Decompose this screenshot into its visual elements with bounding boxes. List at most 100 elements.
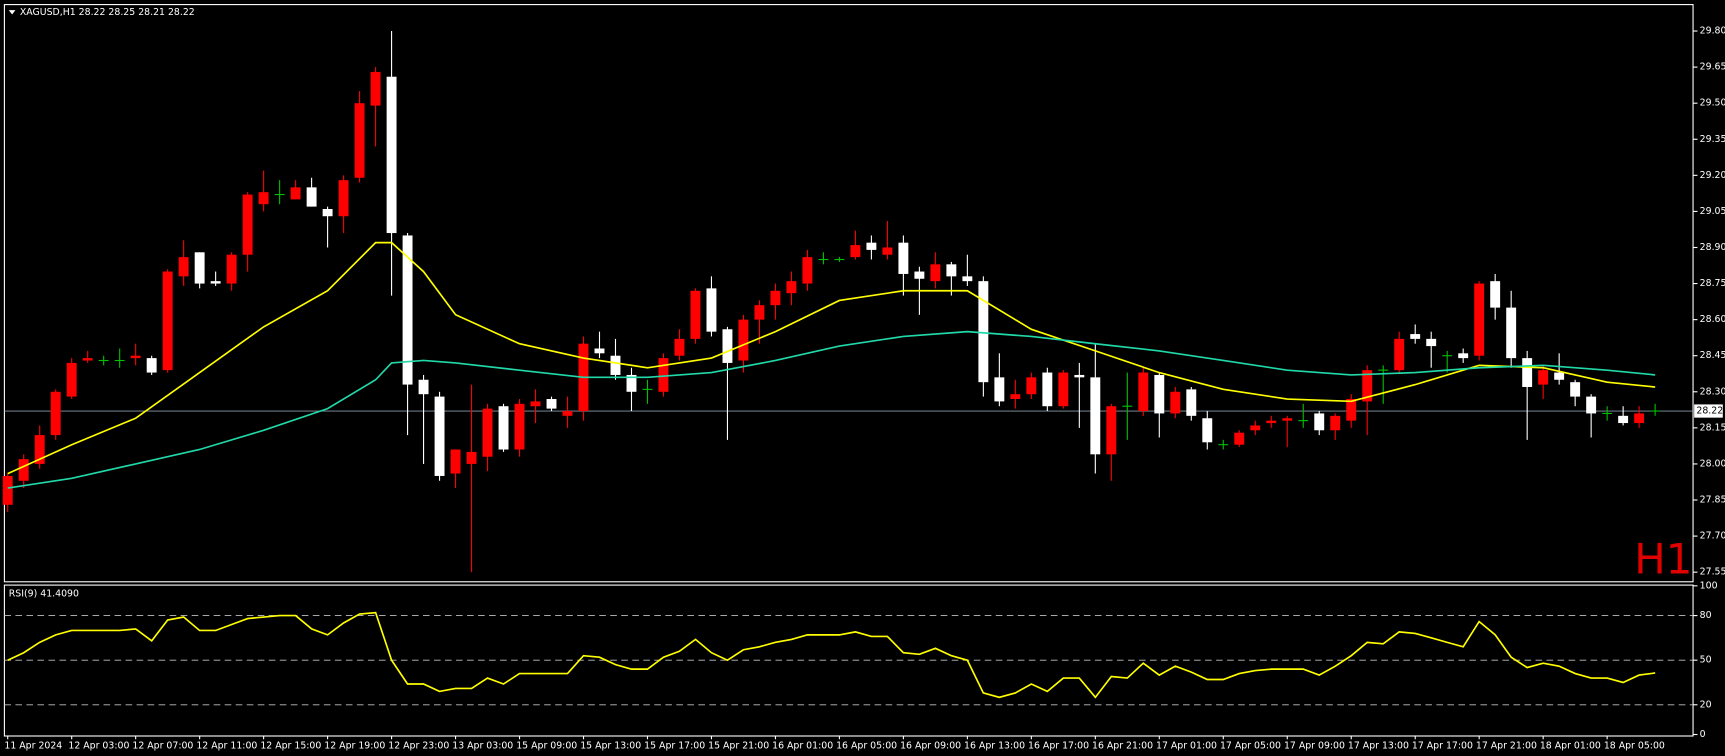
candle-body bbox=[818, 258, 829, 261]
y-tick-label: 0 bbox=[1700, 729, 1706, 740]
x-tick-label: 11 Apr 2024 bbox=[4, 740, 62, 751]
candle-body bbox=[322, 209, 333, 217]
candle-body bbox=[930, 264, 941, 282]
candle-body bbox=[1346, 399, 1357, 421]
y-tick-label: 28.30 bbox=[1700, 386, 1725, 397]
rsi-line bbox=[7, 611, 1656, 699]
x-tick-label: 13 Apr 03:00 bbox=[452, 740, 513, 751]
candle-body bbox=[1090, 377, 1101, 455]
candle-body bbox=[1234, 432, 1245, 445]
candle-body bbox=[418, 379, 429, 395]
candle-body bbox=[338, 180, 349, 217]
candle-body bbox=[258, 192, 269, 205]
candle-body bbox=[1602, 412, 1613, 414]
candle-body bbox=[642, 388, 653, 390]
x-tick-label: 16 Apr 01:00 bbox=[772, 740, 833, 751]
candle-body bbox=[1650, 410, 1661, 412]
candle-body bbox=[706, 288, 717, 332]
candle-body bbox=[178, 257, 189, 277]
candle-body bbox=[850, 245, 861, 258]
candle-body bbox=[50, 391, 61, 436]
candle-body bbox=[610, 355, 621, 375]
x-tick-label: 12 Apr 11:00 bbox=[196, 740, 257, 751]
price-tag-label: 28.22 bbox=[1696, 406, 1723, 417]
candle-body bbox=[546, 399, 557, 409]
candle-body bbox=[34, 435, 45, 464]
x-tick-label: 16 Apr 13:00 bbox=[964, 740, 1025, 751]
menu-arrow[interactable] bbox=[8, 10, 16, 15]
candle-body bbox=[1026, 377, 1037, 395]
candle-body bbox=[194, 252, 205, 284]
candle-body bbox=[978, 281, 989, 383]
candle-body bbox=[354, 103, 365, 178]
candle-body bbox=[114, 359, 125, 362]
x-tick-label: 17 Apr 01:00 bbox=[1156, 740, 1217, 751]
candle-body bbox=[530, 401, 541, 407]
y-tick-label: 28.45 bbox=[1700, 350, 1725, 361]
candle-body bbox=[1458, 353, 1469, 359]
candle-body bbox=[1362, 370, 1373, 402]
candle-body bbox=[866, 242, 877, 250]
x-tick-label: 15 Apr 09:00 bbox=[516, 740, 577, 751]
y-tick-label: 29.50 bbox=[1700, 98, 1725, 109]
y-tick-label: 29.80 bbox=[1700, 26, 1725, 37]
candle-body bbox=[370, 71, 381, 106]
candle-body bbox=[834, 258, 845, 261]
candle-body bbox=[498, 406, 509, 450]
y-tick-label: 28.90 bbox=[1700, 242, 1725, 253]
candle-body bbox=[1506, 307, 1517, 359]
x-tick-label: 12 Apr 07:00 bbox=[132, 740, 193, 751]
candle-body bbox=[66, 362, 77, 397]
candle-body bbox=[562, 411, 573, 416]
y-tick-label: 29.20 bbox=[1700, 170, 1725, 181]
candle-body bbox=[1314, 413, 1325, 431]
candle-body bbox=[146, 358, 157, 373]
rsi-title: RSI(9) 41.4090 bbox=[9, 588, 79, 599]
x-tick-label: 12 Apr 15:00 bbox=[260, 740, 321, 751]
candle-body bbox=[674, 338, 685, 356]
x-tick-label: 18 Apr 01:00 bbox=[1540, 740, 1601, 751]
y-tick-label: 29.35 bbox=[1700, 134, 1725, 145]
candle-body bbox=[130, 355, 141, 359]
x-tick-label: 16 Apr 17:00 bbox=[1028, 740, 1089, 751]
candle-body bbox=[594, 348, 605, 354]
candle-body bbox=[658, 358, 669, 392]
x-tick-label: 18 Apr 05:00 bbox=[1604, 740, 1665, 751]
candle-body bbox=[82, 358, 93, 361]
candle-body bbox=[1154, 374, 1165, 414]
candle-body bbox=[290, 187, 301, 200]
main-panel bbox=[3, 4, 1694, 583]
y-tick-label: 50 bbox=[1700, 655, 1712, 666]
candle-body bbox=[1426, 338, 1437, 347]
y-tick-label: 100 bbox=[1700, 580, 1718, 591]
x-tick-label: 16 Apr 21:00 bbox=[1092, 740, 1153, 751]
candle-body bbox=[18, 459, 29, 481]
candle-body bbox=[1442, 355, 1453, 357]
candle-body bbox=[1266, 420, 1277, 424]
candle-body bbox=[482, 408, 493, 457]
x-tick-label: 15 Apr 13:00 bbox=[580, 740, 641, 751]
timeframe-label: H1 bbox=[1634, 534, 1692, 583]
y-tick-label: 20 bbox=[1700, 699, 1712, 710]
candle-body bbox=[1058, 372, 1069, 407]
candle-body bbox=[722, 329, 733, 363]
y-tick-label: 28.00 bbox=[1700, 458, 1725, 469]
candle-body bbox=[466, 451, 477, 464]
y-tick-label: 28.75 bbox=[1700, 278, 1725, 289]
x-tick-label: 12 Apr 23:00 bbox=[388, 740, 449, 751]
price-tag bbox=[1694, 404, 1723, 418]
moving-average bbox=[7, 241, 1656, 475]
candle-body bbox=[626, 374, 637, 392]
candle-body bbox=[1474, 283, 1485, 356]
y-tick-label: 29.05 bbox=[1700, 206, 1725, 217]
candle-body bbox=[274, 194, 285, 196]
candle-body bbox=[1410, 334, 1421, 339]
x-tick-label: 15 Apr 17:00 bbox=[644, 740, 705, 751]
y-tick-label: 28.60 bbox=[1700, 314, 1725, 325]
candle-body bbox=[1538, 370, 1549, 385]
candle-body bbox=[1618, 415, 1629, 424]
candle-body bbox=[434, 396, 445, 476]
candle-body bbox=[962, 276, 973, 282]
candle-body bbox=[162, 271, 173, 371]
candle-body bbox=[1586, 396, 1597, 414]
